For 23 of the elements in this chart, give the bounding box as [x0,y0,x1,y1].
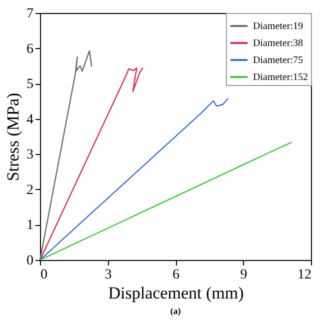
y-tick-label: 1 [26,218,34,234]
y-axis-title: Stress (MPa) [4,92,22,182]
x-tick-label: 0 [40,268,48,282]
x-tick-label: 12 [298,268,312,282]
y-tick-label: 2 [26,182,34,198]
y-tick-label: 6 [26,42,34,57]
y-tick-label: 4 [26,112,34,128]
x-axis-title: Displacement (mm) [108,284,244,302]
line-series [39,50,92,261]
line-series [39,98,229,261]
text: (a) [170,306,181,316]
y-tick-label: 0 [26,254,34,268]
legend-label: Diameter:75 [253,55,303,66]
legend-label: Diameter:152 [253,72,308,83]
y-tick-label: 7 [26,6,34,22]
legend-label: Diameter:38 [253,38,303,49]
y-tick-label: 3 [26,148,34,163]
x-tick-label: 9 [240,268,248,282]
x-tick-label: 3 [104,268,112,282]
x-tick-label: 6 [172,268,180,282]
line-series [39,67,144,261]
legend-label: Diameter:19 [253,21,303,32]
y-tick-label: 5 [26,77,34,92]
